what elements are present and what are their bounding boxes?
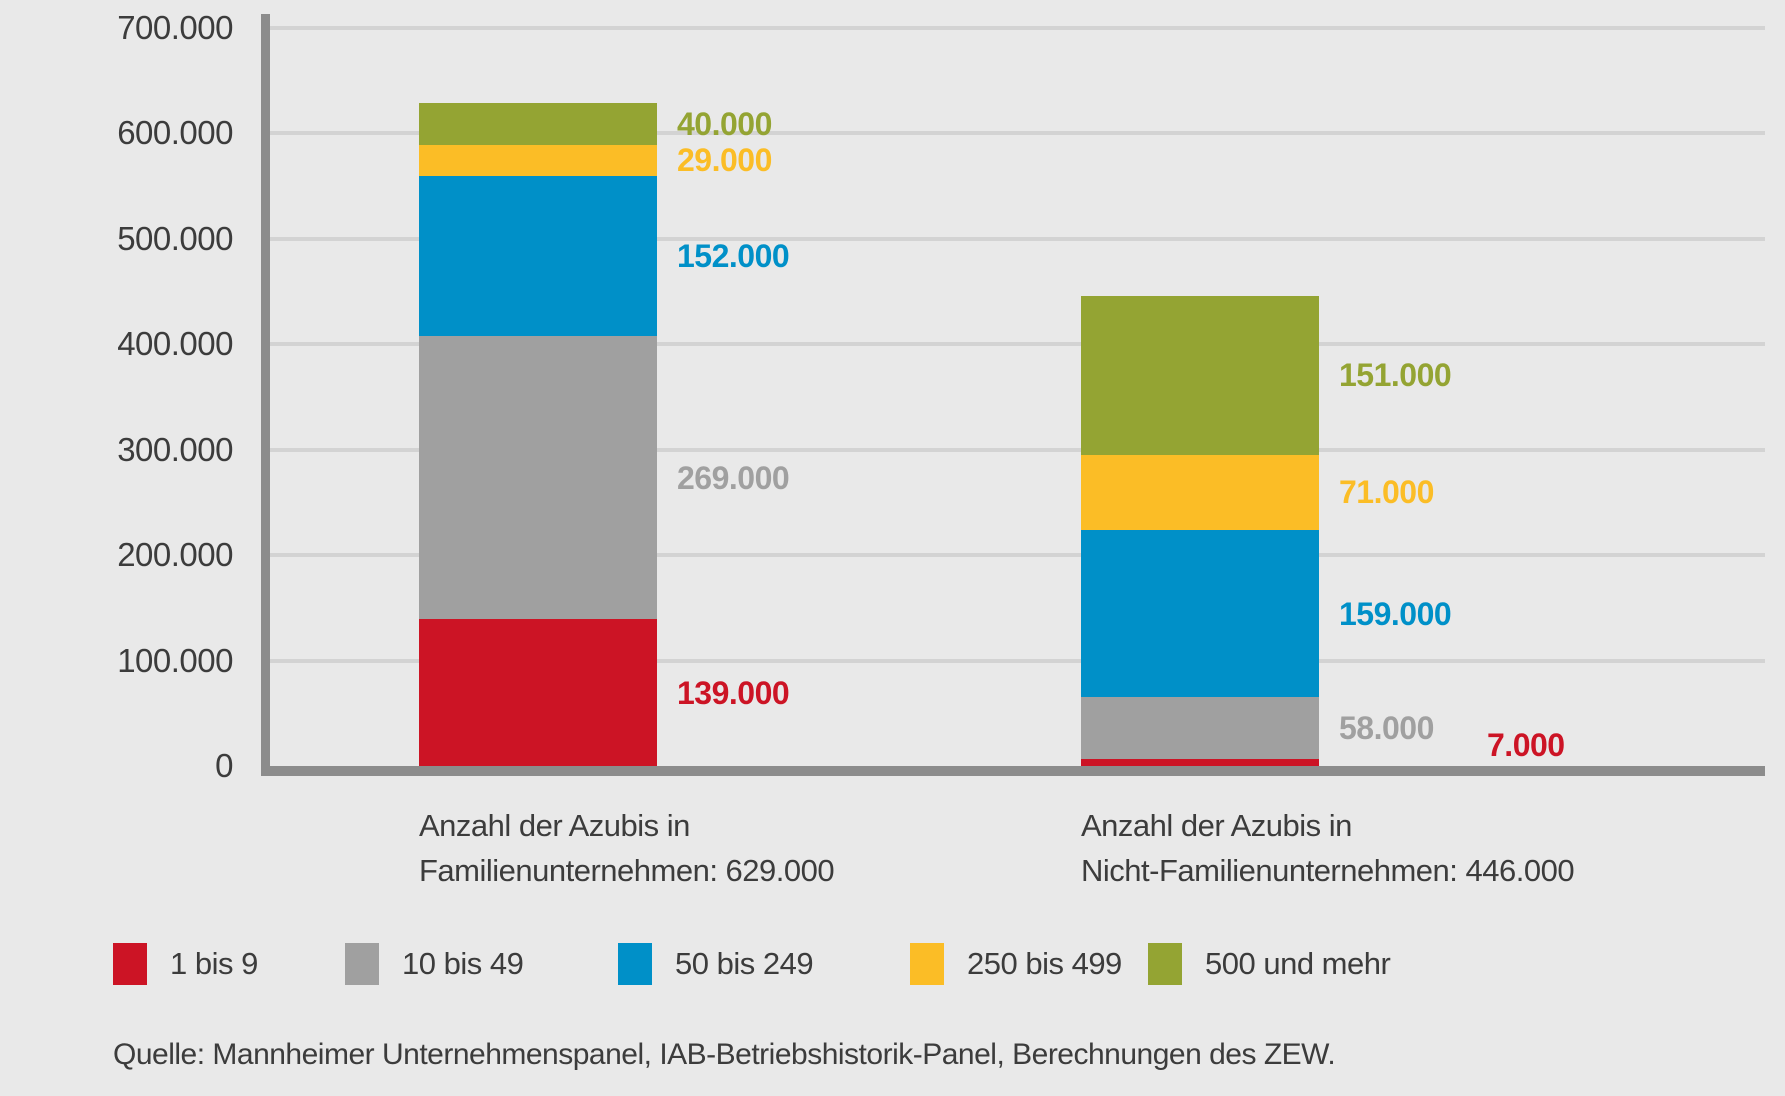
bar-segment-250-bis-499 bbox=[1081, 454, 1319, 530]
legend-label: 250 bis 499 bbox=[967, 946, 1122, 981]
bar-segment-500-und-mehr bbox=[419, 102, 657, 145]
bar-segment-50-bis-249 bbox=[1081, 529, 1319, 698]
legend-swatch-icon bbox=[113, 943, 147, 985]
y-axis-tick-label: 300.000 bbox=[117, 430, 233, 468]
bar-segment-10-bis-49 bbox=[1081, 697, 1319, 759]
bar-segment-10-bis-49 bbox=[419, 335, 657, 620]
data-label-10-bis-49: 269.000 bbox=[677, 459, 790, 496]
legend-label: 500 und mehr bbox=[1205, 946, 1391, 981]
y-axis-tick-label: 500.000 bbox=[117, 219, 233, 257]
data-label-1-bis-9: 7.000 bbox=[1487, 727, 1565, 764]
bar-segment-50-bis-249 bbox=[419, 175, 657, 336]
legend-swatch-icon bbox=[1148, 943, 1182, 985]
y-axis-tick-label: 600.000 bbox=[117, 114, 233, 152]
data-label-250-bis-499: 71.000 bbox=[1339, 474, 1434, 511]
data-label-500-und-mehr: 40.000 bbox=[677, 105, 772, 142]
gridline bbox=[270, 26, 1765, 30]
legend-swatch-icon bbox=[345, 943, 379, 985]
y-axis-tick-label: 400.000 bbox=[117, 325, 233, 363]
data-label-50-bis-249: 152.000 bbox=[677, 237, 790, 274]
source-note: Quelle: Mannheimer Unternehmenspanel, IA… bbox=[113, 1038, 1336, 1071]
gridline bbox=[270, 447, 1765, 452]
y-axis-tick-label: 100.000 bbox=[117, 641, 233, 679]
y-axis-tick-label: 0 bbox=[215, 747, 233, 784]
gridline bbox=[270, 658, 1765, 663]
category-label-line1: Anzahl der Azubis in bbox=[1081, 808, 1352, 843]
category-label-line2: Nicht-Familienunternehmen: 446.000 bbox=[1081, 853, 1575, 888]
data-label-1-bis-9: 139.000 bbox=[677, 674, 790, 711]
gridline bbox=[270, 131, 1765, 136]
legend-swatch-icon bbox=[618, 943, 652, 985]
data-label-50-bis-249: 159.000 bbox=[1339, 595, 1452, 632]
bar-segment-250-bis-499 bbox=[419, 145, 657, 176]
category-label-line2: Familienunternehmen: 629.000 bbox=[419, 853, 835, 888]
gridline bbox=[270, 342, 1765, 347]
category-label-nicht-familienunternehmen: Anzahl der Azubis in Nicht-Familienunter… bbox=[1081, 803, 1575, 893]
bar-segment-1-bis-9 bbox=[1081, 758, 1319, 766]
bar-segment-1-bis-9 bbox=[419, 619, 657, 766]
category-label-familienunternehmen: Anzahl der Azubis in Familienunternehmen… bbox=[419, 803, 835, 893]
legend-label: 1 bis 9 bbox=[170, 946, 258, 981]
x-axis-line bbox=[261, 766, 1765, 776]
y-axis-tick-label: 700.000 bbox=[117, 9, 233, 46]
gridline bbox=[270, 553, 1765, 558]
data-label-500-und-mehr: 151.000 bbox=[1339, 357, 1452, 394]
y-axis-tick-label: 200.000 bbox=[117, 536, 233, 574]
legend-swatch-icon bbox=[910, 943, 944, 985]
category-label-line1: Anzahl der Azubis in bbox=[419, 808, 690, 843]
legend-label: 10 bis 49 bbox=[402, 946, 524, 981]
bar-segment-500-und-mehr bbox=[1081, 295, 1319, 455]
data-label-250-bis-499: 29.000 bbox=[677, 142, 772, 179]
y-axis-line bbox=[261, 14, 270, 776]
legend-label: 50 bis 249 bbox=[675, 946, 814, 981]
gridline bbox=[270, 236, 1765, 241]
data-label-10-bis-49: 58.000 bbox=[1339, 710, 1434, 747]
